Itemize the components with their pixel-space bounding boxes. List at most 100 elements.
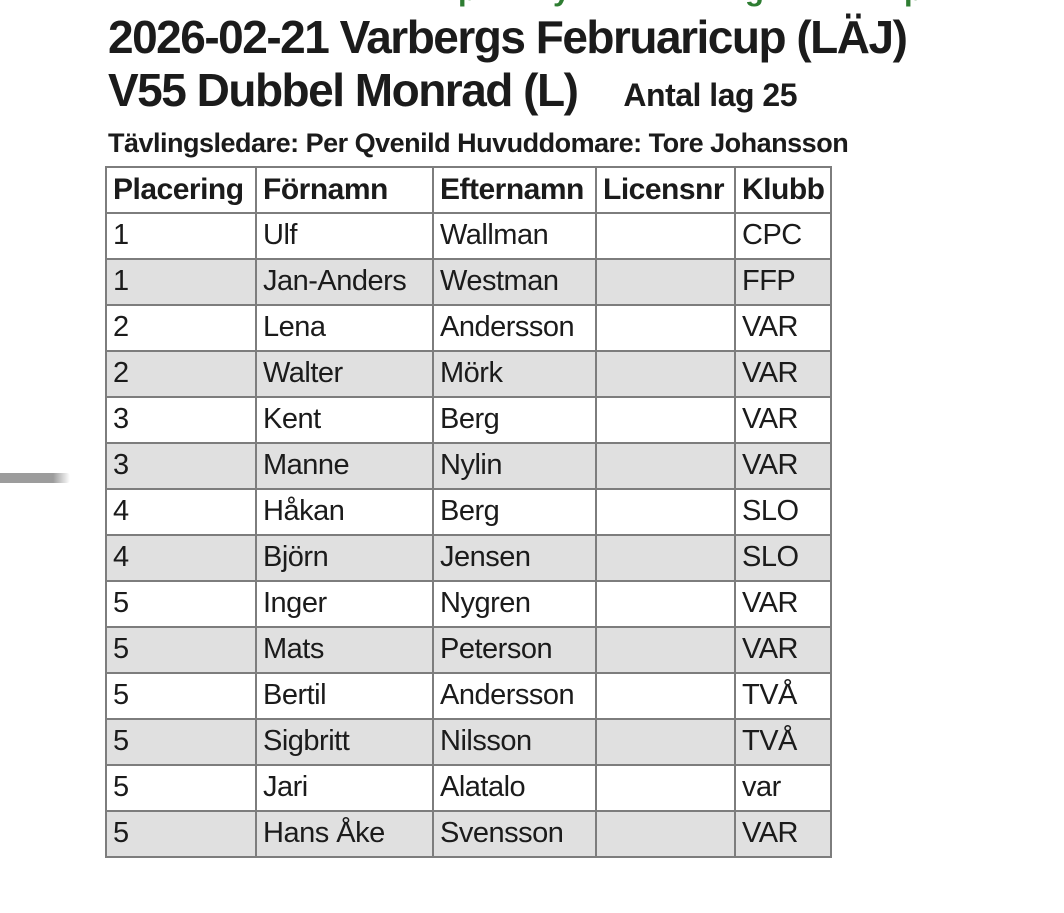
cell-fornamn: Ulf [255,211,434,260]
table-row: 4 Björn Jensen SLO [105,533,832,582]
table-row: 3 Kent Berg VAR [105,395,832,444]
table-row: 5 Jari Alatalo var [105,763,832,812]
cell-klubb: TVÅ [734,671,832,720]
cell-efternamn: Berg [432,487,597,536]
cell-licensnr [595,763,736,812]
cell-placering: 3 [105,395,257,444]
cell-efternamn: Nygren [432,579,597,628]
class-title: V55 Dubbel Monrad (L) [108,64,579,117]
cell-klubb: VAR [734,303,832,352]
cell-licensnr [595,257,736,306]
page-content: 2026-02-21 Varbergs Februaricup (LÄJ) V5… [105,11,1064,858]
cell-fornamn: Mats [255,625,434,674]
cell-klubb: var [734,763,832,812]
event-title: 2026-02-21 Varbergs Februaricup (LÄJ) [108,11,908,63]
table-row: 5 Sigbritt Nilsson TVÅ [105,717,832,766]
cell-placering: 5 [105,809,257,858]
clipped-link-letter: g [745,0,764,5]
cell-fornamn: Jan-Anders [255,257,434,306]
cell-efternamn: Westman [432,257,597,306]
clipped-link-letter: p [458,0,477,5]
cell-efternamn: Peterson [432,625,597,674]
cell-efternamn: Andersson [432,303,597,352]
table-row: 1 Ulf Wallman CPC [105,211,832,260]
table-row: 5 Mats Peterson VAR [105,625,832,674]
table-body: 1 Ulf Wallman CPC 1 Jan-Anders Westman FFP 2 Lena… [105,211,832,858]
team-count-label: Antal lag 25 [623,77,798,114]
cell-klubb: TVÅ [734,717,832,766]
cell-placering: 5 [105,671,257,720]
cell-licensnr [595,487,736,536]
cell-licensnr [595,809,736,858]
cell-klubb: VAR [734,625,832,674]
cell-fornamn: Walter [255,349,434,398]
cell-efternamn: Mörk [432,349,597,398]
cell-licensnr [595,211,736,260]
cell-fornamn: Bertil [255,671,434,720]
cell-placering: 3 [105,441,257,490]
cell-fornamn: Håkan [255,487,434,536]
cell-efternamn: Alatalo [432,763,597,812]
results-table: Placering Förnamn Efternamn Licensnr Klubb 1… [105,165,832,858]
cell-klubb: VAR [734,579,832,628]
cell-klubb: VAR [734,395,832,444]
cell-placering: 5 [105,763,257,812]
cell-licensnr [595,441,736,490]
cell-placering: 1 [105,211,257,260]
table-row: 2 Walter Mörk VAR [105,349,832,398]
cell-efternamn: Jensen [432,533,597,582]
cell-licensnr [595,349,736,398]
cell-efternamn: Nylin [432,441,597,490]
column-header-klubb: Klubb [734,165,832,214]
cell-klubb: VAR [734,441,832,490]
column-header-efternamn: Efternamn [432,165,597,214]
cell-fornamn: Inger [255,579,434,628]
clipped-green-link[interactable]: pygp [0,0,1064,9]
cell-klubb: SLO [734,487,832,536]
column-header-licensnr: Licensnr [595,165,736,214]
table-row: 5 Bertil Andersson TVÅ [105,671,832,720]
column-header-placering: Placering [105,165,257,214]
cell-klubb: CPC [734,211,832,260]
officials-line: Tävlingsledare: Per Qvenild Huvuddomare:… [108,127,849,158]
cell-efternamn: Nilsson [432,717,597,766]
cell-efternamn: Wallman [432,211,597,260]
table-row: 5 Inger Nygren VAR [105,579,832,628]
cell-placering: 5 [105,579,257,628]
cell-klubb: FFP [734,257,832,306]
cell-fornamn: Manne [255,441,434,490]
clipped-link-letter: y [553,0,570,5]
cell-placering: 2 [105,303,257,352]
cell-placering: 5 [105,625,257,674]
cell-placering: 5 [105,717,257,766]
cell-klubb: VAR [734,809,832,858]
cell-efternamn: Svensson [432,809,597,858]
cell-licensnr [595,533,736,582]
column-header-fornamn: Förnamn [255,165,434,214]
cell-fornamn: Lena [255,303,434,352]
table-header-row: Placering Förnamn Efternamn Licensnr Klubb [105,165,832,214]
cell-licensnr [595,395,736,444]
class-title-row: V55 Dubbel Monrad (L) Antal lag 25 [108,64,1064,117]
cell-fornamn: Jari [255,763,434,812]
table-row: 1 Jan-Anders Westman FFP [105,257,832,306]
table-row: 4 Håkan Berg SLO [105,487,832,536]
cell-fornamn: Sigbritt [255,717,434,766]
cell-fornamn: Kent [255,395,434,444]
cell-licensnr [595,671,736,720]
cell-placering: 1 [105,257,257,306]
table-row: 3 Manne Nylin VAR [105,441,832,490]
cell-licensnr [595,303,736,352]
clipped-link-letter: p [904,0,923,5]
cell-fornamn: Hans Åke [255,809,434,858]
cell-licensnr [595,625,736,674]
cell-placering: 4 [105,533,257,582]
table-row: 5 Hans Åke Svensson VAR [105,809,832,858]
scrollbar-thumb-fragment[interactable] [0,473,70,483]
cell-licensnr [595,717,736,766]
cell-fornamn: Björn [255,533,434,582]
cell-efternamn: Andersson [432,671,597,720]
cell-placering: 4 [105,487,257,536]
cell-licensnr [595,579,736,628]
cell-klubb: VAR [734,349,832,398]
